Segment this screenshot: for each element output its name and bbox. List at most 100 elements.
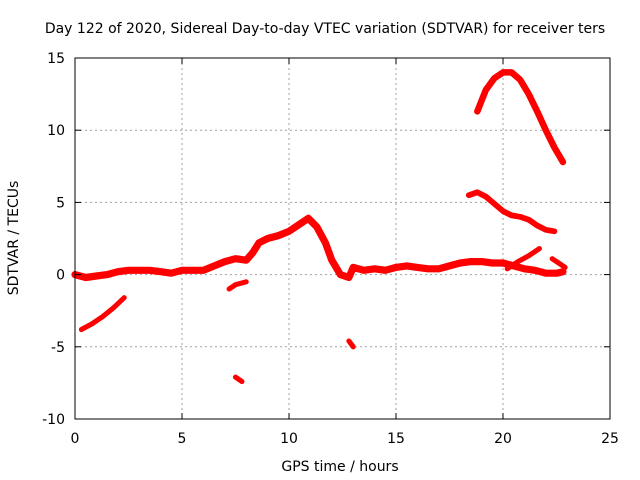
data-point	[239, 379, 245, 384]
data-point	[543, 227, 548, 232]
data-point	[509, 213, 514, 218]
y-axis-label: SDTVAR / TECUs	[6, 181, 22, 296]
data-point	[492, 201, 497, 206]
data-point	[244, 258, 249, 263]
data-point	[475, 190, 480, 195]
data-point	[226, 286, 232, 292]
data-point	[306, 216, 311, 221]
data-point	[562, 265, 568, 270]
chart-title: Day 122 of 2020, Sidereal Day-to-day VTE…	[45, 21, 605, 37]
data-point	[517, 77, 523, 82]
data-point	[256, 240, 262, 245]
data-point	[535, 109, 540, 114]
data-point	[201, 268, 206, 273]
x-axis-label: GPS time / hours	[281, 459, 398, 475]
data-point	[552, 145, 557, 150]
series-middle-arc	[465, 189, 558, 235]
data-point	[415, 265, 420, 270]
data-point	[500, 70, 506, 75]
data-point	[286, 229, 292, 234]
x-tick-label: 10	[280, 431, 298, 447]
data-point	[447, 263, 452, 269]
data-point	[515, 259, 521, 264]
data-point	[314, 224, 319, 230]
data-point	[552, 229, 557, 234]
gridlines	[75, 58, 610, 419]
x-tick-label: 25	[601, 431, 619, 447]
data-point	[83, 275, 88, 280]
data-point	[500, 208, 506, 214]
data-point	[137, 268, 142, 273]
data-point	[94, 273, 99, 279]
data-point	[111, 305, 116, 310]
data-point	[190, 268, 195, 273]
x-tick-label: 5	[178, 431, 187, 447]
plot-frame	[74, 57, 611, 420]
data-point	[492, 76, 497, 81]
data-point	[265, 236, 270, 241]
data-point	[560, 159, 566, 165]
data-point	[158, 269, 163, 274]
data-point	[526, 253, 531, 258]
data-point	[517, 214, 523, 219]
x-tick-label: 15	[387, 431, 405, 447]
series-rising-segment-21h	[504, 246, 542, 272]
data-point	[233, 256, 238, 261]
data-point	[169, 271, 174, 276]
data-point	[233, 282, 238, 287]
data-point	[104, 272, 110, 277]
data-point	[458, 260, 463, 266]
data-point	[535, 223, 540, 228]
data-point	[89, 321, 95, 326]
data-point	[346, 338, 352, 344]
x-tick-label: 20	[494, 431, 512, 447]
data-point	[425, 266, 431, 271]
data-point	[351, 344, 356, 349]
data-point	[550, 256, 555, 261]
data-point	[522, 266, 527, 271]
data-point	[329, 258, 334, 263]
data-point	[526, 91, 531, 97]
y-tick-label: 15	[47, 51, 65, 67]
series-early-negative-segment	[78, 295, 127, 333]
data-point	[500, 260, 506, 266]
series-upper-arc	[474, 69, 567, 166]
data-point	[361, 268, 367, 273]
data-point	[543, 128, 548, 133]
data-point	[505, 266, 510, 271]
data-point	[372, 266, 377, 271]
y-tick-label: -10	[42, 412, 65, 428]
data-point	[211, 263, 217, 269]
data-point	[179, 268, 185, 273]
data-point	[560, 269, 566, 274]
series-short-segment-7h	[226, 279, 249, 292]
data-point	[276, 233, 281, 238]
y-tick-label: -5	[51, 340, 65, 356]
axis-ticks: 0 5 10 15 20 25 -10 -5 0 5 10 15	[42, 51, 619, 447]
x-tick-label: 0	[71, 431, 80, 447]
data-point	[346, 275, 352, 280]
data-point	[79, 327, 84, 332]
data-point	[483, 194, 489, 199]
data-point	[222, 259, 227, 264]
data-point	[554, 271, 559, 276]
data-point	[297, 221, 302, 227]
data-point	[383, 268, 388, 273]
data-series	[71, 69, 568, 385]
data-point	[393, 265, 399, 270]
data-point	[100, 314, 106, 319]
data-point	[537, 246, 542, 251]
data-point	[526, 217, 531, 222]
data-point	[126, 268, 131, 273]
data-point	[483, 87, 489, 93]
data-point	[115, 269, 121, 274]
data-point	[466, 193, 471, 198]
data-point	[436, 266, 441, 271]
data-point	[244, 279, 249, 284]
data-point	[509, 70, 514, 75]
y-tick-label: 0	[56, 268, 65, 284]
data-point	[479, 259, 484, 264]
data-point	[233, 374, 238, 380]
data-point	[404, 263, 409, 269]
